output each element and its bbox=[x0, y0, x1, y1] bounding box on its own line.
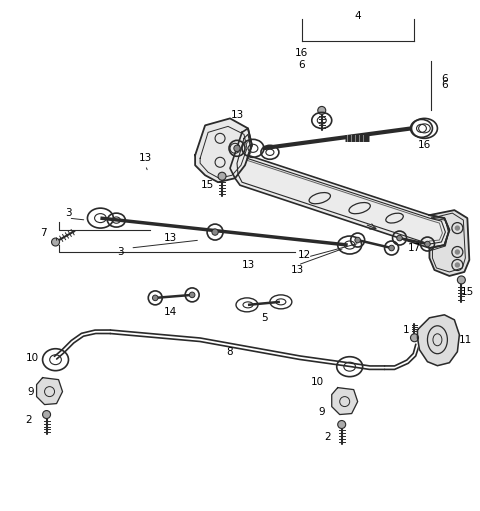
Polygon shape bbox=[332, 388, 358, 414]
Circle shape bbox=[397, 235, 402, 241]
Polygon shape bbox=[36, 378, 62, 405]
Text: 7: 7 bbox=[40, 228, 47, 238]
Text: 15: 15 bbox=[461, 287, 474, 297]
Text: 2: 2 bbox=[324, 432, 331, 443]
Text: 1: 1 bbox=[403, 325, 410, 335]
Text: 13: 13 bbox=[291, 265, 304, 275]
Circle shape bbox=[456, 250, 459, 254]
Circle shape bbox=[189, 292, 195, 298]
Text: 8: 8 bbox=[227, 347, 233, 357]
Polygon shape bbox=[418, 315, 459, 366]
Circle shape bbox=[425, 241, 430, 247]
Polygon shape bbox=[230, 128, 449, 248]
Circle shape bbox=[212, 229, 218, 235]
Circle shape bbox=[234, 145, 240, 151]
Polygon shape bbox=[430, 210, 469, 276]
Circle shape bbox=[456, 226, 459, 230]
Text: 9: 9 bbox=[27, 387, 34, 397]
Text: 6: 6 bbox=[441, 74, 448, 83]
Circle shape bbox=[318, 106, 326, 114]
Circle shape bbox=[51, 238, 60, 246]
Text: 16: 16 bbox=[418, 141, 431, 150]
Text: 10: 10 bbox=[311, 377, 324, 387]
Text: 9: 9 bbox=[318, 407, 325, 416]
Circle shape bbox=[456, 263, 459, 267]
Text: 11: 11 bbox=[459, 335, 472, 345]
Text: 13: 13 bbox=[164, 233, 177, 243]
Circle shape bbox=[410, 334, 419, 342]
Text: 12: 12 bbox=[298, 250, 312, 260]
Circle shape bbox=[355, 237, 360, 243]
Text: 15: 15 bbox=[201, 180, 214, 190]
Text: 13: 13 bbox=[230, 110, 244, 121]
Text: 3: 3 bbox=[65, 208, 72, 218]
Text: 6: 6 bbox=[299, 60, 305, 69]
Text: 16: 16 bbox=[295, 48, 309, 58]
Polygon shape bbox=[195, 119, 252, 182]
Circle shape bbox=[389, 245, 395, 251]
Text: 17: 17 bbox=[408, 243, 421, 253]
Text: 10: 10 bbox=[26, 353, 39, 363]
Text: 6: 6 bbox=[441, 81, 448, 90]
Text: 4: 4 bbox=[354, 11, 361, 21]
Text: 3: 3 bbox=[117, 247, 124, 257]
Text: 13: 13 bbox=[139, 153, 152, 164]
Text: 14: 14 bbox=[164, 307, 177, 317]
Text: 13: 13 bbox=[241, 260, 254, 270]
Circle shape bbox=[457, 276, 465, 284]
Circle shape bbox=[218, 172, 226, 180]
Circle shape bbox=[43, 410, 50, 419]
Text: 2: 2 bbox=[25, 414, 32, 425]
Circle shape bbox=[153, 295, 158, 300]
Text: 5: 5 bbox=[262, 313, 268, 323]
Circle shape bbox=[338, 421, 346, 429]
